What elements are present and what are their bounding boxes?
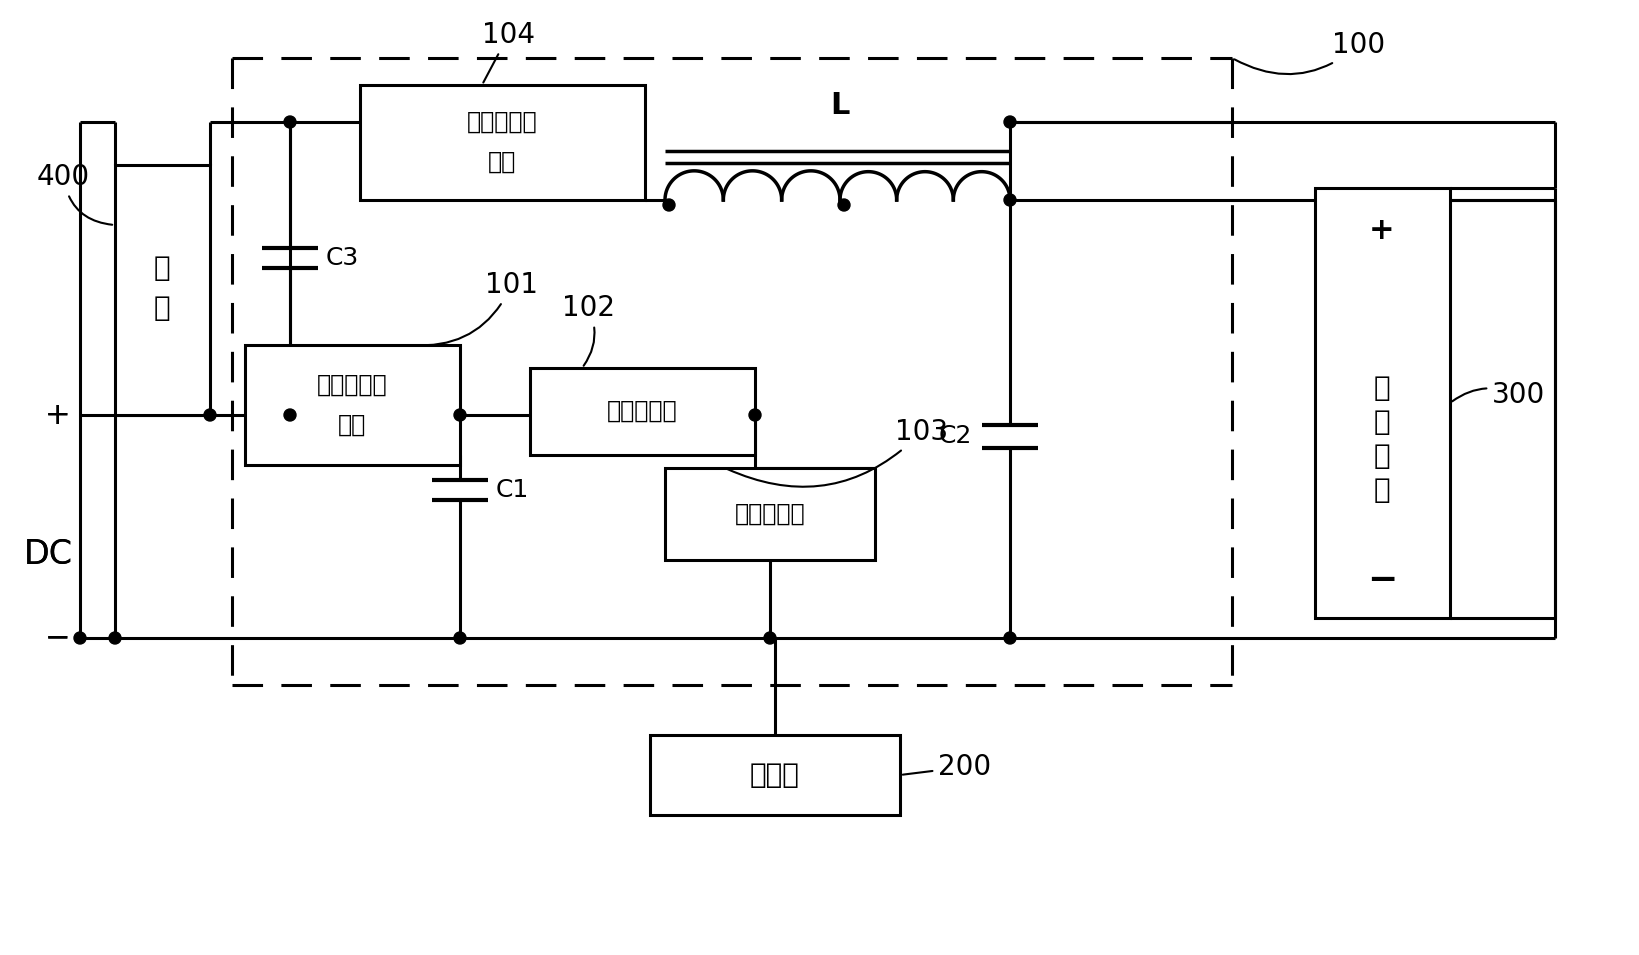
Circle shape <box>662 199 675 211</box>
Text: +: + <box>46 400 70 430</box>
Circle shape <box>838 199 849 211</box>
FancyBboxPatch shape <box>1314 188 1449 618</box>
Text: 100: 100 <box>1234 31 1385 74</box>
Text: 103: 103 <box>728 418 947 487</box>
Circle shape <box>1003 632 1016 644</box>
Circle shape <box>74 632 85 644</box>
Text: 控制器: 控制器 <box>749 761 800 789</box>
Text: +: + <box>1369 216 1393 244</box>
Circle shape <box>284 409 295 421</box>
Text: C2: C2 <box>938 424 970 448</box>
Circle shape <box>1003 116 1016 128</box>
Circle shape <box>764 632 775 644</box>
Text: 400: 400 <box>38 163 111 224</box>
Circle shape <box>284 116 295 128</box>
Text: −: − <box>1365 563 1396 597</box>
Text: 储: 储 <box>1373 374 1390 402</box>
Text: DC: DC <box>23 539 72 571</box>
FancyBboxPatch shape <box>361 85 644 200</box>
FancyBboxPatch shape <box>529 368 754 455</box>
Text: −: − <box>46 624 70 652</box>
Circle shape <box>749 409 760 421</box>
Text: 200: 200 <box>901 753 990 781</box>
Text: 置: 置 <box>1373 476 1390 504</box>
Text: 装: 装 <box>1373 442 1390 470</box>
FancyBboxPatch shape <box>664 468 875 560</box>
Text: L: L <box>829 91 849 119</box>
FancyBboxPatch shape <box>649 735 900 815</box>
Text: 104: 104 <box>482 21 534 82</box>
Circle shape <box>1003 194 1016 206</box>
Text: 开关: 开关 <box>487 150 516 174</box>
Text: 载: 载 <box>154 294 170 322</box>
Text: −: − <box>46 624 70 652</box>
Text: C3: C3 <box>325 246 359 270</box>
FancyBboxPatch shape <box>244 345 459 465</box>
Circle shape <box>203 409 216 421</box>
Text: DC: DC <box>23 539 72 571</box>
FancyBboxPatch shape <box>115 165 210 415</box>
Text: 开关: 开关 <box>338 413 365 437</box>
Text: 第一开关管: 第一开关管 <box>606 399 677 423</box>
Text: 负: 负 <box>154 254 170 282</box>
Text: C1: C1 <box>495 478 528 502</box>
Circle shape <box>108 632 121 644</box>
Text: 300: 300 <box>1452 381 1544 409</box>
Circle shape <box>454 632 465 644</box>
Circle shape <box>454 409 465 421</box>
Text: 第二半导体: 第二半导体 <box>467 110 538 134</box>
Text: 101: 101 <box>413 271 538 346</box>
Text: 102: 102 <box>562 294 615 366</box>
Text: 第一半导体: 第一半导体 <box>316 373 387 397</box>
Text: 能: 能 <box>1373 408 1390 436</box>
Text: 第二开关管: 第二开关管 <box>734 502 805 526</box>
Text: +: + <box>46 400 70 430</box>
